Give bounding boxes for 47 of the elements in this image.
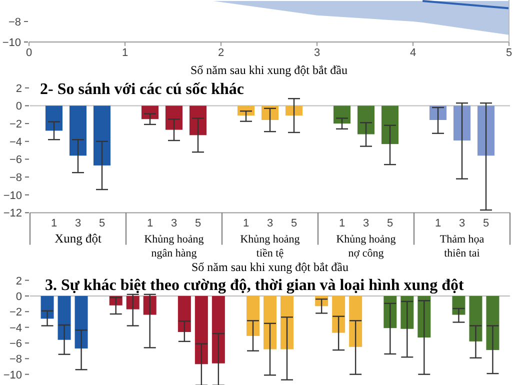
x-tick-label: 5 (506, 47, 512, 59)
x-tick-label: 3 (314, 47, 320, 59)
y-tick-label: −12 (3, 208, 22, 220)
y-tick-label: −10 (2, 37, 21, 49)
y-tick-label: −2 (9, 306, 22, 319)
y-tick-label: 0 (16, 100, 22, 113)
x-tick-label: 2 (218, 47, 224, 59)
chart-title: 3. Sự khác biệt theo cường độ, thời gian và loại hình xung đột (45, 277, 464, 294)
y-tick-label: −6 (9, 154, 22, 166)
x-tick-label: 1 (122, 47, 128, 59)
x-tick-label: 5 (290, 218, 298, 230)
x-tick-label: 1 (50, 218, 58, 230)
x-tick-label: 3 (74, 218, 82, 230)
x-tick-label: 3 (458, 218, 466, 230)
x-tick-label: 5 (194, 218, 202, 230)
y-tick-label: −4 (9, 322, 22, 334)
text: Thảm họa thiên tai (440, 234, 484, 260)
y-tick-label: −8 (8, 16, 21, 29)
y-tick-label: −4 (9, 136, 22, 148)
x-tick-label: 4 (410, 47, 416, 59)
chart-title: 2- So sánh với các cú sốc khác (40, 81, 244, 98)
y-tick-label: −8 (9, 354, 22, 366)
y-tick-label: −8 (9, 172, 22, 184)
x-tick-label: 5 (98, 218, 106, 230)
x-tick-label: 0 (26, 47, 32, 59)
x-axis-title: Số năm sau khi xung đột bắt đầu (192, 260, 348, 274)
y-tick-label: −10 (3, 369, 22, 382)
x-tick-label: 5 (482, 218, 490, 230)
x-tick-label: 3 (266, 218, 274, 230)
x-tick-label: 5 (386, 218, 394, 230)
text: Xung đột (54, 232, 102, 246)
text: Khủng hoảng tiền tệ (240, 234, 300, 260)
text: Khủng hoảng nợ công (336, 234, 396, 260)
y-tick-label: −2 (9, 118, 22, 131)
x-tick-label: 1 (146, 218, 154, 230)
x-tick-label: 1 (338, 218, 346, 230)
y-tick-label: −6 (9, 338, 22, 350)
x-tick-label: 1 (242, 218, 250, 230)
text: Khủng hoảng ngân hàng (144, 234, 204, 260)
y-tick-label: −10 (3, 190, 22, 202)
y-tick-label: 2 (16, 275, 22, 288)
x-tick-label: 3 (362, 218, 370, 230)
x-tick-label: 1 (434, 218, 442, 230)
y-tick-label: 2 (16, 82, 22, 95)
x-tick-label: 3 (170, 218, 178, 230)
y-tick-label: 0 (16, 290, 22, 303)
x-axis-title: Số năm sau khi xung đột bắt đầu (190, 63, 348, 77)
